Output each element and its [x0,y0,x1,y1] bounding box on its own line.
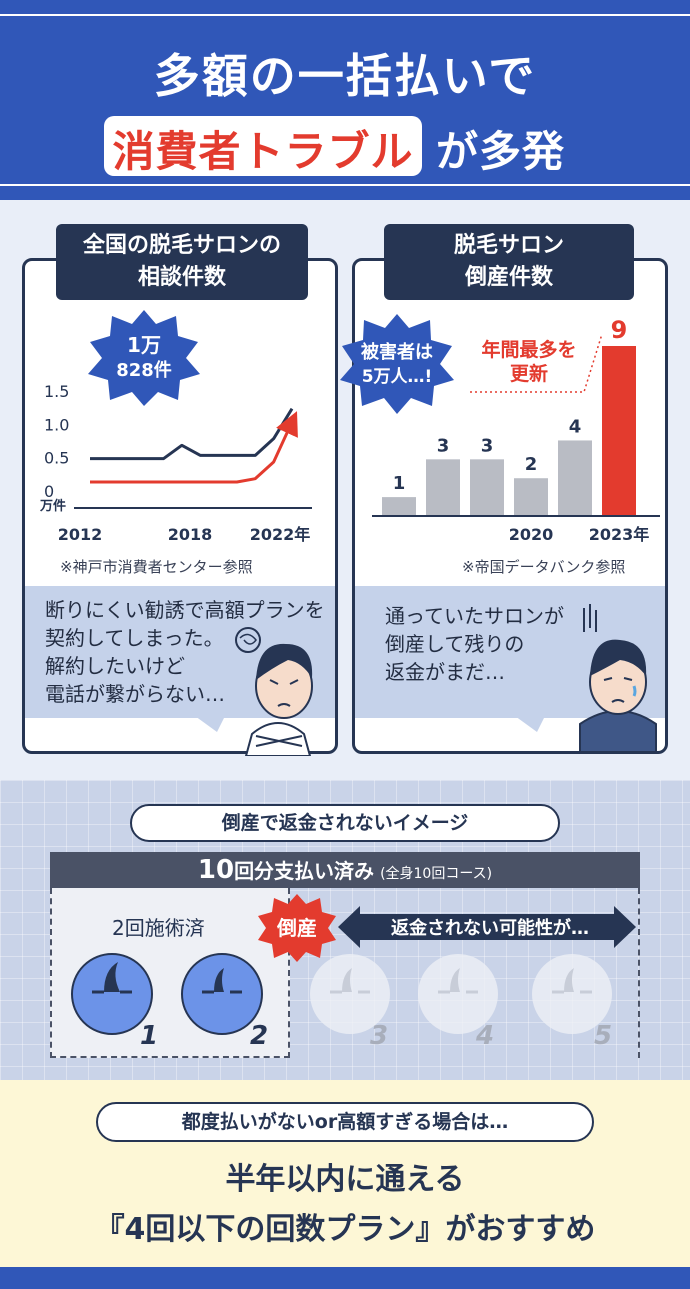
series-line-2 [90,411,298,484]
left-tab-line1: 全国の脱毛サロンの [82,233,281,258]
worried-man-illustration [235,627,313,756]
bar [470,459,504,516]
right-source-note: ※帝国データバンク参照 [462,558,626,576]
bar [382,497,416,516]
victims-burst: 被害者は 5万人…! [340,314,454,414]
y-tick-label: 0.5 [44,449,69,468]
title-highlight-box [104,116,422,176]
right-tab-line2: 倒産件数 [464,265,553,290]
x-tick-label: 2020 [509,525,554,544]
paid-text: 回分支払い済み [234,859,375,883]
bar-value-label: 3 [437,435,450,456]
bar-value-label: 1 [393,473,406,494]
recommendation-pill: 都度払いがないor高額すぎる場合は… [96,1102,594,1142]
burst-line2: 828件 [116,359,172,381]
bar-value-label: 4 [569,416,582,437]
session-undone-3: 3 [310,954,390,1051]
session-number: 3 [370,1021,388,1051]
bankrupt-burst: 倒産 [258,894,336,962]
x-tick-label: 2023年 [589,525,650,544]
speech-line: 断りにくい勧誘で高額プランを [45,598,325,622]
right-tab-line1: 脱毛サロン [453,233,564,258]
consult-count-burst: 1万 828件 [88,310,200,406]
right-speech-tail [515,716,545,732]
burst-line2: 5万人…! [362,367,433,387]
bar [602,346,636,516]
bar-value-label: 9 [611,316,628,344]
speech-line: 返金がまだ… [385,660,505,684]
bar-value-label: 2 [525,454,538,475]
left-tab-line2: 相談件数 [137,265,226,290]
bankruptcy-bar-chart: 1 3 3 2 4 9 2020 2023年 [372,316,660,544]
left-source-note: ※神戸市消費者センター参照 [60,558,253,576]
speech-line: 電話が繋がらない… [45,682,225,706]
right-panel-tab: 脱毛サロン 倒産件数 [384,224,634,300]
paid-course: (全身10回コース) [380,866,493,882]
record-line1: 年間最多を [481,339,577,361]
bar [426,459,460,516]
y-tick-label: 1.0 [44,415,69,434]
bar [558,440,592,516]
refund-image-pill: 倒産で返金されないイメージ [130,804,560,842]
recommendation-line2: 『4回以下の回数プラン』がおすすめ [94,1212,596,1247]
x-tick-label: 2018 [168,525,213,544]
paid-count: 10 [197,855,235,885]
title-line-1: 多額の一括払いで [153,49,537,103]
record-line2: 更新 [509,363,548,385]
bar [514,478,548,516]
consult-line-chart: 1.5 1.0 0.5 0 万件 2012 2018 2022年 [40,382,312,544]
x-tick-label: 2012 [58,525,103,544]
left-speech-tail [195,716,225,732]
session-done-2: 2 [181,953,268,1051]
burst-line1: 1万 [127,333,161,357]
y-unit-label: 万件 [40,498,66,514]
done-label: 2回施術済 [112,916,205,940]
session-number: 2 [250,1021,268,1051]
session-number: 4 [475,1021,494,1051]
no-refund-text: 返金されない可能性が… [391,917,589,939]
speech-line: 通っていたサロンが [385,604,564,628]
speech-line: 契約してしまった。 [45,626,224,650]
speech-line: 倒産して残りの [385,632,525,656]
no-refund-arrow: 返金されない可能性が… [338,906,636,948]
remaining-sessions-box [288,888,640,1058]
series-line-1 [90,407,294,461]
x-tick-label: 2022年 [250,525,311,544]
paid-bar [50,852,640,888]
y-tick-label: 0 [44,482,54,501]
speech-line: 解約したいけど [45,654,185,678]
left-panel-tab: 全国の脱毛サロンの 相談件数 [56,224,308,300]
bankrupt-text: 倒産 [276,916,317,940]
sad-man-illustration [579,604,657,752]
session-circles: 1 2 3 4 5 [71,953,612,1051]
recommendation-line1: 半年以内に通える [225,1162,465,1197]
bar-value-label: 3 [481,435,494,456]
burst-line1: 被害者は [361,341,433,363]
title-highlight: 消費者トラブル [112,127,414,176]
paid-bar-text: 10回分支払い済み (全身10回コース) [50,852,640,888]
session-undone-5: 5 [532,954,612,1051]
session-number: 5 [594,1021,612,1051]
record-label: 年間最多を 更新 [470,338,588,386]
session-undone-4: 4 [418,954,498,1051]
session-number: 1 [140,1021,158,1051]
footer-bar [0,1267,690,1289]
session-done-1: 1 [71,953,158,1051]
title-rest: が多発 [436,127,566,176]
y-tick-label: 1.5 [44,382,69,401]
